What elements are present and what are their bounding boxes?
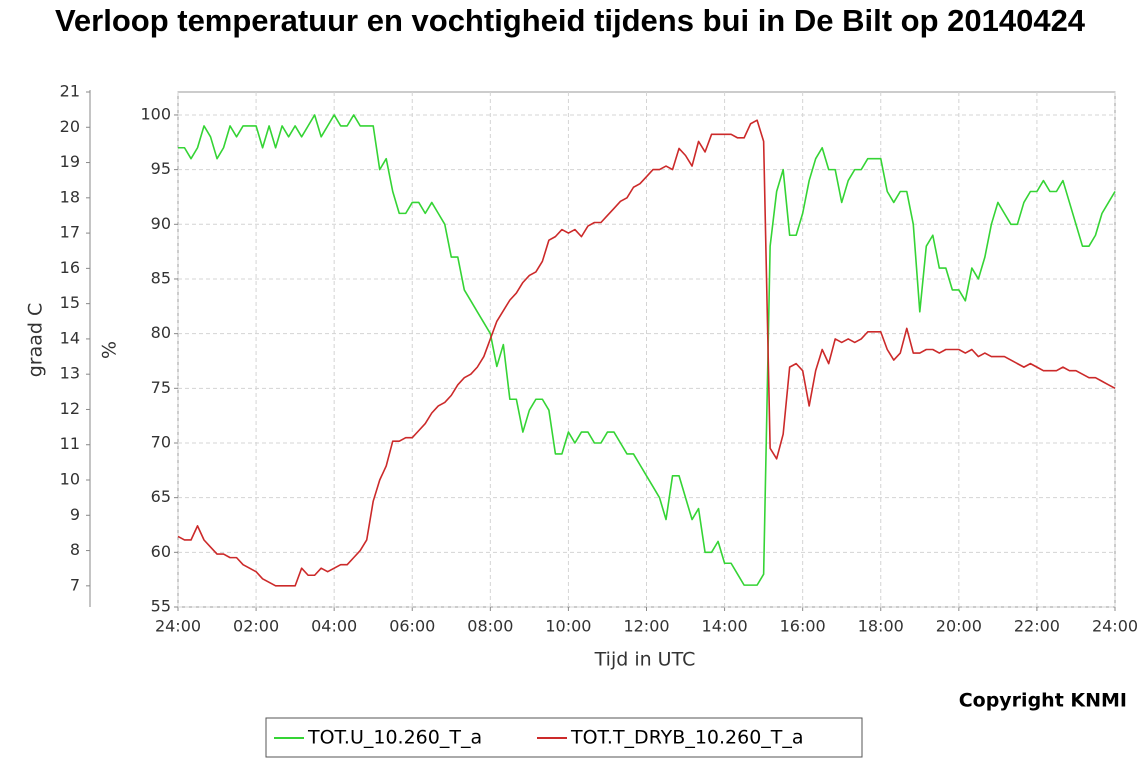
y2-tick-label: 10 bbox=[60, 470, 80, 489]
x-tick-label: 04:00 bbox=[311, 617, 357, 636]
y-tick-label: 90 bbox=[151, 214, 171, 233]
y2-tick-label: 19 bbox=[60, 152, 80, 171]
y2-tick-label: 13 bbox=[60, 364, 80, 383]
x-tick-label: 10:00 bbox=[545, 617, 591, 636]
y-axis-label: % bbox=[99, 341, 121, 359]
y2-tick-label: 11 bbox=[60, 434, 80, 453]
y2-tick-label: 14 bbox=[60, 328, 80, 347]
y-tick-label: 70 bbox=[151, 432, 171, 451]
x-tick-label: 16:00 bbox=[780, 617, 826, 636]
data-line bbox=[178, 114, 1116, 586]
y2-tick-label: 9 bbox=[70, 505, 80, 524]
x-tick-label: 02:00 bbox=[233, 617, 279, 636]
copyright: Copyright KNMI bbox=[959, 690, 1127, 712]
chart-title: Verloop temperatuur en vochtigheid tijde… bbox=[54, 3, 1086, 38]
y2-tick-label: 7 bbox=[70, 575, 80, 594]
y2-tick-label: 18 bbox=[60, 187, 80, 206]
y2-tick-label: 15 bbox=[60, 293, 80, 312]
x-tick-label: 14:00 bbox=[702, 617, 748, 636]
y2-tick-label: 12 bbox=[60, 399, 80, 418]
y-tick-label: 65 bbox=[151, 487, 171, 506]
x-tick-label: 24:00 bbox=[1092, 617, 1138, 636]
x-tick-label: 20:00 bbox=[936, 617, 982, 636]
y2-axis-label: graad C bbox=[25, 303, 47, 378]
y2-tick-label: 17 bbox=[60, 223, 80, 242]
y-tick-label: 80 bbox=[151, 323, 171, 342]
y2-tick-label: 16 bbox=[60, 258, 80, 277]
y-tick-label: 75 bbox=[151, 378, 171, 397]
x-tick-label: 22:00 bbox=[1014, 617, 1060, 636]
legend-label: TOT.U_10.260_T_a bbox=[307, 727, 482, 749]
data-line bbox=[177, 119, 1116, 587]
legend-label: TOT.T_DRYB_10.260_T_a bbox=[570, 727, 804, 749]
y-tick-label: 95 bbox=[151, 159, 171, 178]
y-tick-label: 100 bbox=[140, 104, 171, 123]
y2-tick-label: 8 bbox=[70, 540, 80, 559]
x-tick-label: 24:00 bbox=[155, 617, 201, 636]
x-axis-label: Tijd in UTC bbox=[594, 649, 696, 671]
y-tick-label: 55 bbox=[151, 597, 171, 616]
x-tick-label: 08:00 bbox=[467, 617, 513, 636]
x-tick-label: 18:00 bbox=[858, 617, 904, 636]
y2-tick-label: 21 bbox=[60, 82, 80, 101]
y-tick-label: 60 bbox=[151, 542, 171, 561]
x-tick-label: 06:00 bbox=[389, 617, 435, 636]
y2-tick-label: 20 bbox=[60, 117, 80, 136]
x-tick-label: 12:00 bbox=[623, 617, 669, 636]
y-tick-label: 85 bbox=[151, 268, 171, 287]
